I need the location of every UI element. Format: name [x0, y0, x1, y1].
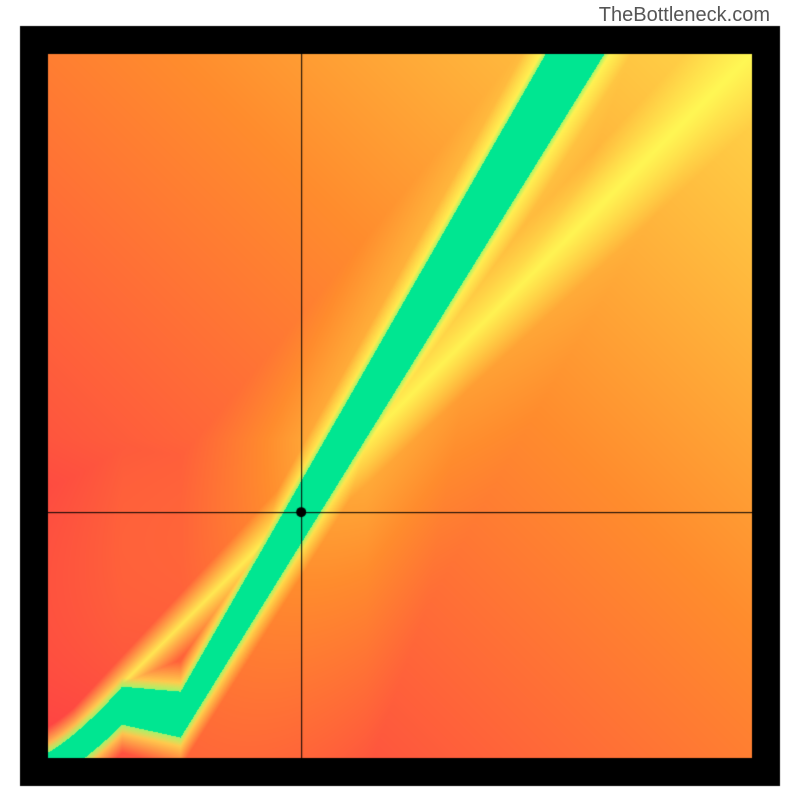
chart-container: TheBottleneck.com — [0, 0, 800, 800]
bottleneck-heatmap — [0, 0, 800, 800]
watermark-text: TheBottleneck.com — [599, 4, 770, 27]
